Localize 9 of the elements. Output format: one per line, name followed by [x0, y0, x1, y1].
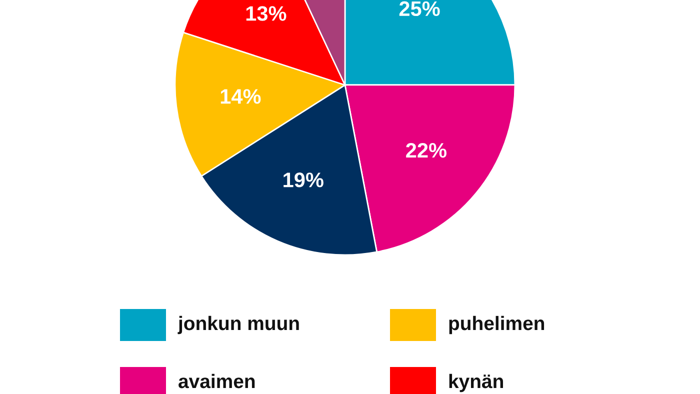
data-label: 22% — [406, 143, 447, 158]
data-label: 14% — [220, 89, 261, 104]
data-label: 25% — [399, 1, 440, 16]
legend-label: kynän — [449, 374, 503, 392]
legend-label: avaimen — [178, 374, 255, 388]
data-label: 13% — [246, 6, 286, 21]
legend-label: jonkun muun — [178, 316, 299, 334]
legend-label: puhelimen — [449, 316, 544, 334]
data-label: 19% — [284, 172, 324, 188]
